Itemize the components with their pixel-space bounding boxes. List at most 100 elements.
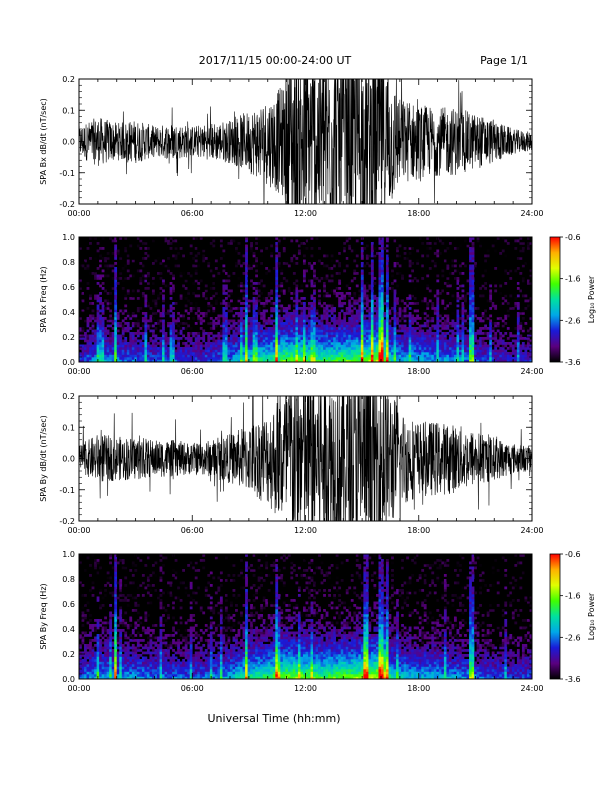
heatmap-cell	[285, 334, 289, 338]
heatmap-cell	[516, 239, 520, 243]
heatmap-cell	[506, 302, 510, 305]
heatmap-cell	[275, 317, 279, 320]
heatmap-cell	[199, 357, 203, 360]
heatmap-cell	[335, 257, 339, 260]
heatmap-cell	[526, 242, 530, 245]
heatmap-cell	[313, 354, 316, 358]
heatmap-cell	[358, 294, 362, 298]
heatmap-cell	[164, 264, 168, 268]
heatmap-cell	[172, 319, 175, 323]
heatmap-cell	[378, 299, 382, 303]
heatmap-cell	[262, 274, 266, 278]
heatmap-cell	[308, 337, 311, 340]
heatmap-cell	[368, 327, 372, 330]
heatmap-cell	[247, 342, 251, 345]
heatmap-cell	[469, 352, 472, 355]
heatmap-cell	[441, 327, 445, 330]
y-tick-label: 0.0	[62, 138, 75, 147]
heatmap-cell	[179, 337, 183, 340]
heatmap-cell	[526, 347, 530, 350]
heatmap-cell	[325, 282, 329, 285]
heatmap-cell	[529, 299, 533, 303]
heatmap-cell	[277, 327, 281, 330]
heatmap-cell	[139, 354, 143, 358]
heatmap-cell	[242, 354, 246, 358]
heatmap-cell	[290, 314, 294, 318]
heatmap-cell	[184, 319, 188, 323]
heatmap-cell	[438, 292, 442, 295]
heatmap-cell	[272, 344, 276, 348]
heatmap-cell	[189, 359, 193, 363]
heatmap-cell	[526, 244, 530, 248]
heatmap-cell	[383, 297, 387, 300]
heatmap-cell	[219, 344, 223, 348]
heatmap-cell	[139, 347, 143, 350]
heatmap-cell	[378, 252, 382, 255]
heatmap-cell	[114, 254, 118, 258]
heatmap-cell	[456, 247, 460, 250]
heatmap-cell	[393, 307, 397, 310]
heatmap-cell	[348, 322, 352, 325]
heatmap-cell	[431, 357, 435, 360]
heatmap-cell	[438, 359, 442, 363]
heatmap-cell	[285, 312, 289, 315]
heatmap-cell	[119, 309, 123, 313]
heatmap-cell	[459, 312, 462, 315]
heatmap-cell	[252, 322, 256, 325]
heatmap-cell	[355, 359, 359, 363]
heatmap-cell	[257, 239, 261, 243]
heatmap-cell	[172, 352, 175, 355]
heatmap-cell	[230, 352, 233, 355]
heatmap-cell	[516, 302, 520, 305]
heatmap-cell	[509, 249, 513, 253]
heatmap-cell	[323, 342, 326, 345]
heatmap-cell	[355, 284, 359, 288]
heatmap-cell	[328, 242, 331, 245]
heatmap-cell	[358, 297, 362, 300]
heatmap-cell	[224, 284, 228, 288]
heatmap-cell	[169, 324, 173, 328]
heatmap-cell	[318, 289, 321, 293]
heatmap-cell	[504, 269, 508, 273]
heatmap-cell	[516, 357, 520, 360]
heatmap-cell	[114, 359, 118, 363]
heatmap-cell	[172, 307, 175, 310]
heatmap-cell	[393, 329, 397, 333]
heatmap-cell	[436, 332, 440, 335]
heatmap-cell	[368, 284, 372, 288]
heatmap-cell	[141, 359, 145, 363]
heatmap-cell	[469, 294, 472, 298]
heatmap-cell	[84, 272, 87, 275]
heatmap-cell	[212, 287, 216, 290]
heatmap-cell	[308, 314, 311, 318]
heatmap-cell	[466, 349, 470, 353]
heatmap-cell	[529, 357, 533, 360]
heatmap-cell	[151, 324, 155, 328]
heatmap-cell	[446, 239, 450, 243]
heatmap-cell	[247, 334, 251, 338]
heatmap-cell	[308, 312, 311, 315]
heatmap-cell	[96, 304, 100, 308]
heatmap-cell	[287, 317, 291, 320]
heatmap-cell	[159, 262, 163, 265]
heatmap-cell	[370, 349, 374, 353]
heatmap-cell	[252, 314, 256, 318]
heatmap-cell	[187, 289, 191, 293]
heatmap-cell	[453, 357, 457, 360]
heatmap-cell	[381, 312, 384, 315]
heatmap-cell	[353, 249, 357, 253]
heatmap-cell	[363, 327, 367, 330]
heatmap-cell	[295, 352, 299, 355]
heatmap-cell	[345, 252, 349, 255]
heatmap-cell	[509, 294, 513, 298]
heatmap-cell	[418, 344, 422, 348]
heatmap-cell	[524, 262, 528, 265]
heatmap-cell	[94, 272, 97, 275]
heatmap-cell	[126, 277, 130, 280]
heatmap-cell	[252, 334, 256, 338]
heatmap-cell	[360, 272, 364, 275]
heatmap-cell	[217, 237, 221, 240]
heatmap-cell	[411, 357, 415, 360]
heatmap-cell	[89, 294, 92, 298]
heatmap-cell	[139, 264, 143, 268]
